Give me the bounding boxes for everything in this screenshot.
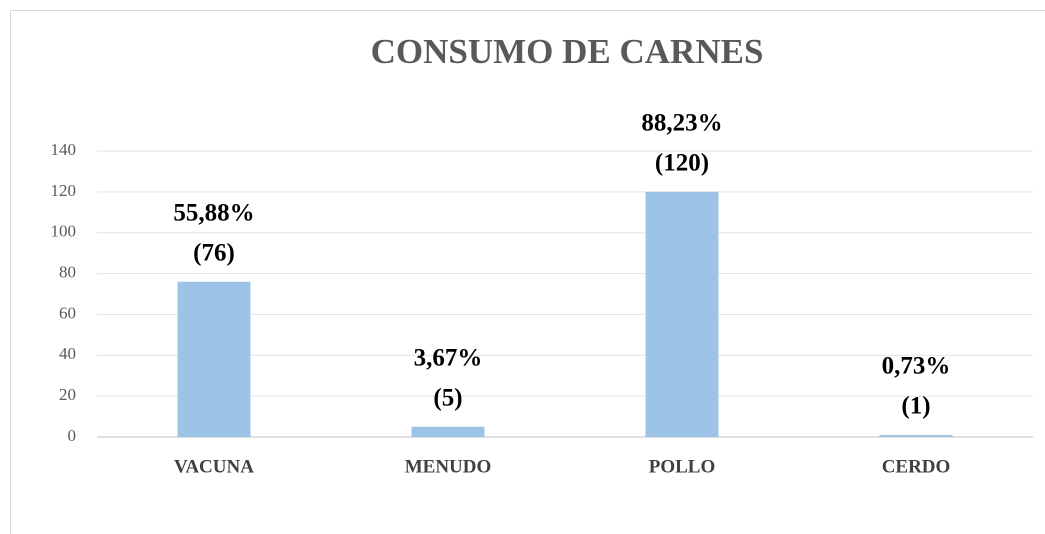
y-tick-label: 140 — [51, 140, 77, 159]
y-tick-label: 100 — [51, 222, 77, 241]
x-tick-label: POLLO — [649, 456, 716, 477]
percent-label: 3,67% — [414, 345, 483, 372]
x-tick-label: MENUDO — [405, 456, 492, 477]
data-label: (5) — [433, 385, 462, 412]
data-label: (76) — [193, 239, 235, 266]
data-label: (1) — [901, 393, 930, 420]
x-tick-label: VACUNA — [174, 456, 254, 477]
y-tick-label: 20 — [59, 385, 76, 404]
bar — [177, 281, 251, 437]
data-label: (120) — [655, 150, 709, 177]
bar — [645, 191, 719, 437]
y-tick-label: 60 — [59, 303, 76, 322]
chart-title: CONSUMO DE CARNES — [371, 32, 764, 71]
y-tick-label: 0 — [68, 426, 77, 445]
bar — [879, 434, 953, 437]
percent-label: 88,23% — [641, 110, 722, 137]
percent-label: 0,73% — [882, 353, 951, 380]
y-tick-label: 120 — [51, 181, 77, 200]
y-tick-label: 80 — [59, 262, 76, 281]
bar — [411, 426, 485, 437]
percent-label: 55,88% — [173, 199, 254, 226]
chart-frame — [10, 10, 1045, 534]
x-tick-label: CERDO — [882, 456, 951, 477]
y-tick-label: 40 — [59, 344, 76, 363]
